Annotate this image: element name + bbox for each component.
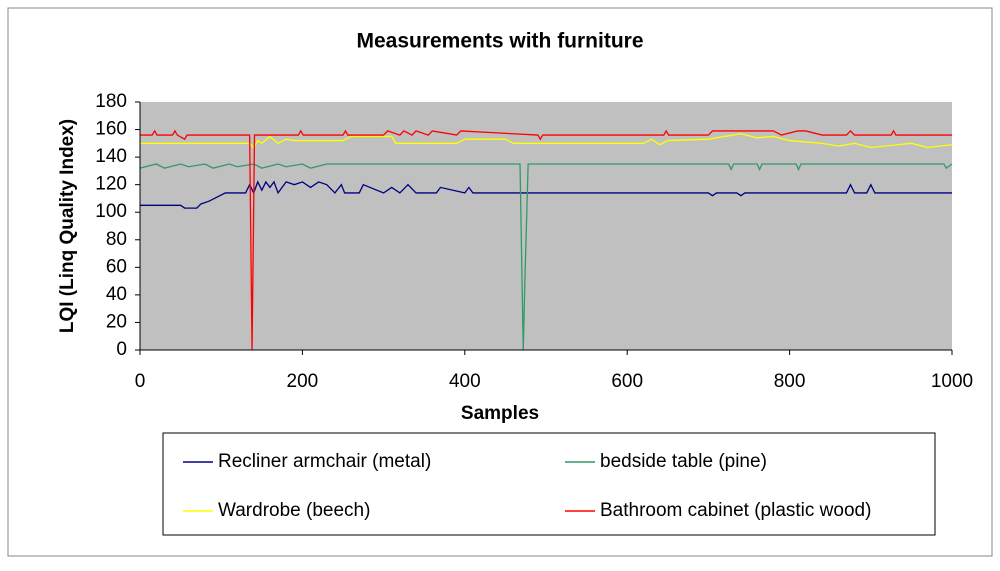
series-line [140,133,953,149]
legend-label: Recliner armchair (metal) [218,451,431,472]
x-tick-label: 400 [449,371,481,392]
legend-box [162,432,936,536]
y-tick-label: 120 [95,174,127,195]
y-tick-label: 100 [95,201,127,222]
legend-label: Bathroom cabinet (plastic wood) [600,500,871,521]
chart-title: Measurements with furniture [356,30,643,53]
x-tick-label: 0 [135,371,146,392]
series-line [140,180,952,209]
y-tick-label: 20 [106,311,127,332]
legend-label: Wardrobe (beech) [218,500,370,521]
x-tick-label: 800 [774,371,806,392]
series-line [139,163,953,351]
y-tick-label: 40 [106,284,127,305]
plot-area [140,102,952,350]
y-tick-label: 160 [95,119,127,140]
y-tick-label: 0 [116,339,127,360]
y-tick-label: 60 [106,256,127,277]
x-tick-label: 600 [611,371,643,392]
series-line [140,129,952,351]
x-tick-label: 200 [287,371,319,392]
x-tick-label: 1000 [931,371,973,392]
y-axis-label: LQI (Linq Quality Index) [57,119,78,333]
x-axis-label: Samples [461,403,539,424]
legend-label: bedside table (pine) [600,451,767,472]
y-tick-label: 180 [95,91,127,112]
y-tick-label: 140 [95,146,127,167]
y-tick-label: 80 [106,229,127,250]
